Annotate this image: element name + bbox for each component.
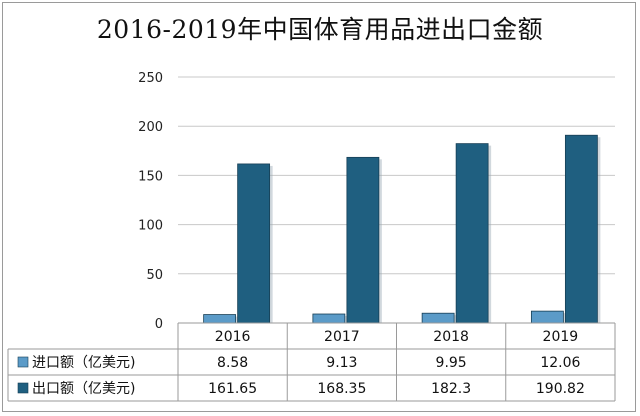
- data-label: 182.3: [431, 381, 471, 397]
- data-label: 9.95: [436, 355, 467, 371]
- data-label: 168.35: [317, 381, 366, 397]
- y-tick-label: 50: [146, 268, 163, 283]
- chart-title: 2016-2019年中国体育用品进出口金额: [96, 15, 544, 44]
- y-tick-label: 0: [155, 317, 163, 332]
- chart-frame: [2, 2, 636, 412]
- bar-1-2: [455, 143, 489, 324]
- data-label: 12.06: [540, 355, 580, 371]
- legend-swatch: [17, 382, 29, 394]
- data-label: 8.58: [217, 355, 248, 371]
- data-label: 161.65: [208, 381, 257, 397]
- bar-1-3: [564, 134, 598, 324]
- y-tick-label: 100: [138, 219, 163, 234]
- x-tick-label: 2018: [433, 329, 469, 345]
- bar-1-1: [346, 156, 380, 324]
- y-tick-label: 150: [138, 169, 163, 184]
- legend-swatch: [17, 356, 29, 368]
- bar-0-2: [421, 312, 455, 324]
- data-label: 9.13: [326, 355, 357, 371]
- x-tick-label: 2019: [543, 329, 579, 345]
- data-label: 190.82: [536, 381, 585, 397]
- x-tick-label: 2016: [215, 329, 251, 345]
- bar-1-0: [237, 163, 271, 324]
- y-tick-label: 200: [138, 120, 163, 135]
- bar-0-3: [530, 310, 564, 324]
- bar-0-1: [312, 313, 346, 324]
- x-tick-label: 2017: [324, 329, 360, 345]
- y-tick-label: 250: [138, 71, 163, 86]
- legend-label: 进口额（亿美元): [32, 355, 135, 371]
- bar-0-0: [203, 314, 237, 324]
- legend-label: 出口额（亿美元): [32, 381, 135, 397]
